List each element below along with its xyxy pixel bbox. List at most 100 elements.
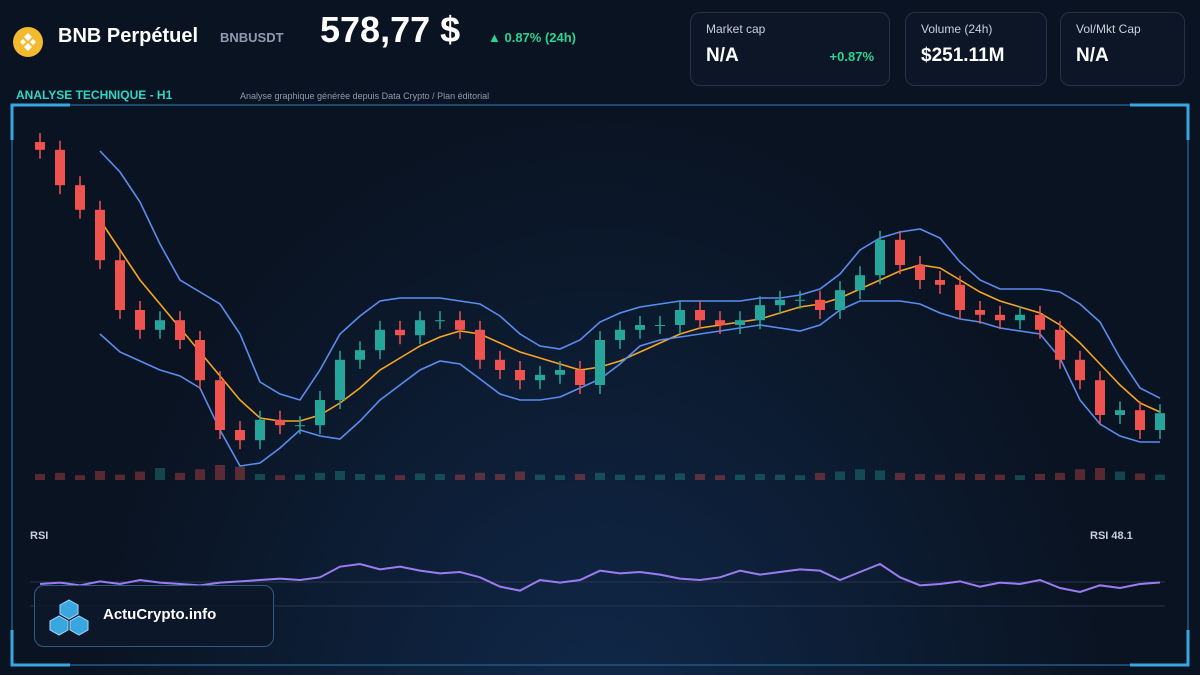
volume-bar	[695, 474, 705, 480]
volume-bar	[475, 472, 485, 480]
stat-card: Volume (24h) $251.11M	[905, 12, 1047, 86]
volume-bar	[1135, 473, 1145, 480]
candle-body	[1015, 314, 1025, 321]
candle-body	[295, 425, 305, 427]
volume-bar	[55, 472, 65, 480]
candle-body	[415, 320, 425, 336]
candle-body	[575, 370, 585, 385]
candle-body	[475, 329, 485, 360]
volume-bar	[515, 471, 525, 480]
volume-bar	[555, 475, 565, 480]
volume-bar	[1155, 474, 1165, 480]
candle-body	[535, 374, 545, 381]
volume-bar	[795, 475, 805, 480]
volume-bar	[755, 474, 765, 480]
rsi-line	[39, 562, 1161, 594]
volume-bar	[835, 471, 845, 480]
volume-bar	[635, 475, 645, 480]
candle-body	[675, 310, 685, 325]
candle-body	[1035, 314, 1045, 330]
volume-bar	[455, 474, 465, 480]
title: BNB Perpétuel	[58, 25, 198, 47]
candle-body	[35, 142, 45, 150]
candle-body	[935, 280, 945, 285]
candle-body	[655, 325, 665, 326]
stat-value: N/A	[706, 45, 739, 66]
rsi-value: RSI 48.1	[1090, 530, 1133, 542]
candle-body	[315, 400, 325, 426]
volume-bar	[935, 474, 945, 480]
candle-body	[375, 329, 385, 351]
volume-bar	[75, 475, 85, 480]
candle-body	[595, 340, 605, 385]
candle-body	[635, 325, 645, 330]
volume-bar	[995, 474, 1005, 480]
volume-bar	[735, 474, 745, 480]
candle-body	[95, 209, 105, 261]
candle-body	[195, 340, 205, 381]
volume-bar	[975, 474, 985, 480]
candle-body	[775, 299, 785, 306]
volume-bar	[915, 474, 925, 480]
volume-bar	[895, 472, 905, 480]
rsi-title: RSI	[30, 530, 48, 542]
volume-bar	[675, 473, 685, 480]
volume-bar	[855, 469, 865, 480]
volume-bar	[195, 469, 205, 480]
candle-body	[1095, 380, 1105, 415]
panel-subtitle: Analyse graphique générée depuis Data Cr…	[240, 91, 489, 101]
candle-body	[835, 290, 845, 310]
stat-label: Volume (24h)	[921, 22, 993, 36]
change: ▲ 0.87% (24h)	[488, 30, 576, 45]
volume-bar	[815, 472, 825, 480]
candle-body	[795, 299, 805, 301]
candle-body	[1155, 413, 1165, 430]
candle-body	[275, 419, 285, 426]
candle-body	[815, 299, 825, 310]
candle-body	[155, 320, 165, 330]
candle-body	[1075, 359, 1085, 381]
brand-name: ActuCrypto.info	[103, 606, 217, 623]
candle-body	[895, 239, 905, 265]
candle-body	[1135, 410, 1145, 430]
candle-body	[215, 380, 225, 430]
panel-title: ANALYSE TECHNIQUE - H1	[16, 88, 173, 102]
volume-bar	[235, 466, 245, 480]
volume-bar	[1055, 472, 1065, 480]
candle-body	[135, 310, 145, 330]
candle-body	[555, 370, 565, 375]
volume-bar	[955, 473, 965, 480]
candle-body	[75, 185, 85, 210]
frame-corners	[10, 103, 1190, 667]
candle-body	[435, 320, 445, 322]
candle-body	[695, 310, 705, 321]
candle-body	[955, 284, 965, 310]
price: 578,77 $	[320, 9, 460, 50]
logo	[13, 27, 43, 57]
candle-body	[1115, 410, 1125, 415]
stat-label: Vol/Mkt Cap	[1076, 22, 1141, 36]
volume-bar	[335, 471, 345, 480]
volume-bar	[875, 470, 885, 480]
volume-bar	[295, 474, 305, 480]
volume-bar	[1035, 474, 1045, 480]
candle-body	[1055, 329, 1065, 360]
volume-bar	[495, 474, 505, 480]
frame	[11, 104, 1189, 666]
indicator-line	[99, 150, 1161, 401]
stat-value: N/A	[1076, 45, 1109, 66]
volume-bar	[615, 474, 625, 480]
volume-bar	[575, 474, 585, 480]
volume-bar	[255, 474, 265, 480]
candle-body	[615, 329, 625, 340]
volume-bar	[775, 474, 785, 480]
brand-logo	[49, 599, 89, 636]
indicator-line	[99, 219, 1161, 422]
candle-body	[755, 305, 765, 321]
candle-body	[115, 260, 125, 310]
candle-body	[175, 320, 185, 340]
candle-body	[335, 359, 345, 400]
candle-body	[975, 310, 985, 315]
